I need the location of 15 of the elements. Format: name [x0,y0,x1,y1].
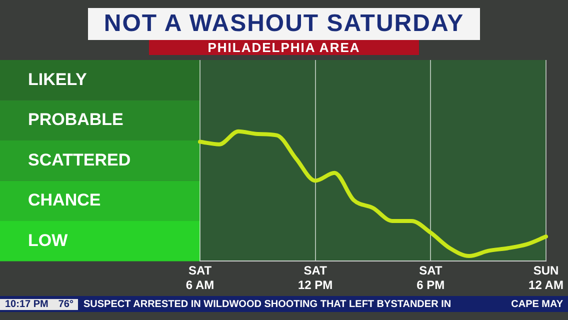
x-tick-label: SAT 6 PM [416,264,445,292]
text: CAPE MAY [510,298,564,310]
text: PROBABLE [28,110,124,130]
x-tick-label: SAT 12 PM [298,264,333,292]
text: SUSPECT ARRESTED IN WILDWOOD SHOOTING THAT LEFT BYSTANDER IN [82,298,452,310]
chart-subtitle: PHILADELPHIA AREA [149,40,419,55]
x-tick-label: SUN 12 AM [528,264,564,292]
x-tick-label: SAT 6 AM [186,264,214,292]
text: 10:17 PM [0,298,54,310]
text: 76° [53,298,78,310]
chart-title: NOT A WASHOUT SATURDAY [88,8,480,40]
text: SCATTERED [28,150,131,170]
text: LIKELY [28,70,88,89]
text: LOW [28,230,69,250]
text: CHANCE [28,190,101,210]
